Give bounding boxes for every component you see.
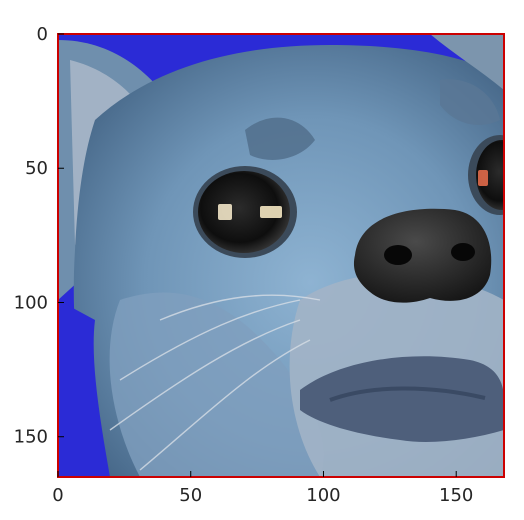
x-tick-label: 100 — [306, 485, 340, 506]
whiskers — [109, 294, 321, 471]
y-tick-label: 0 — [37, 24, 48, 45]
x-tick-label: 150 — [439, 485, 473, 506]
y-tick-label: 150 — [14, 427, 48, 448]
y-tick-label: 50 — [25, 158, 48, 179]
dog-mouth — [300, 356, 504, 442]
x-tick-label: 0 — [52, 485, 63, 506]
dog-nose — [353, 208, 492, 303]
x-axis: 0 50 100 150 — [52, 471, 473, 506]
dog-face-image — [58, 34, 504, 477]
y-tick-label: 100 — [14, 292, 48, 313]
image-frame — [57, 33, 505, 478]
left-eye — [198, 171, 290, 253]
x-tick-label: 50 — [179, 485, 202, 506]
right-eye — [476, 140, 504, 210]
y-axis: 0 50 100 150 — [14, 24, 64, 448]
